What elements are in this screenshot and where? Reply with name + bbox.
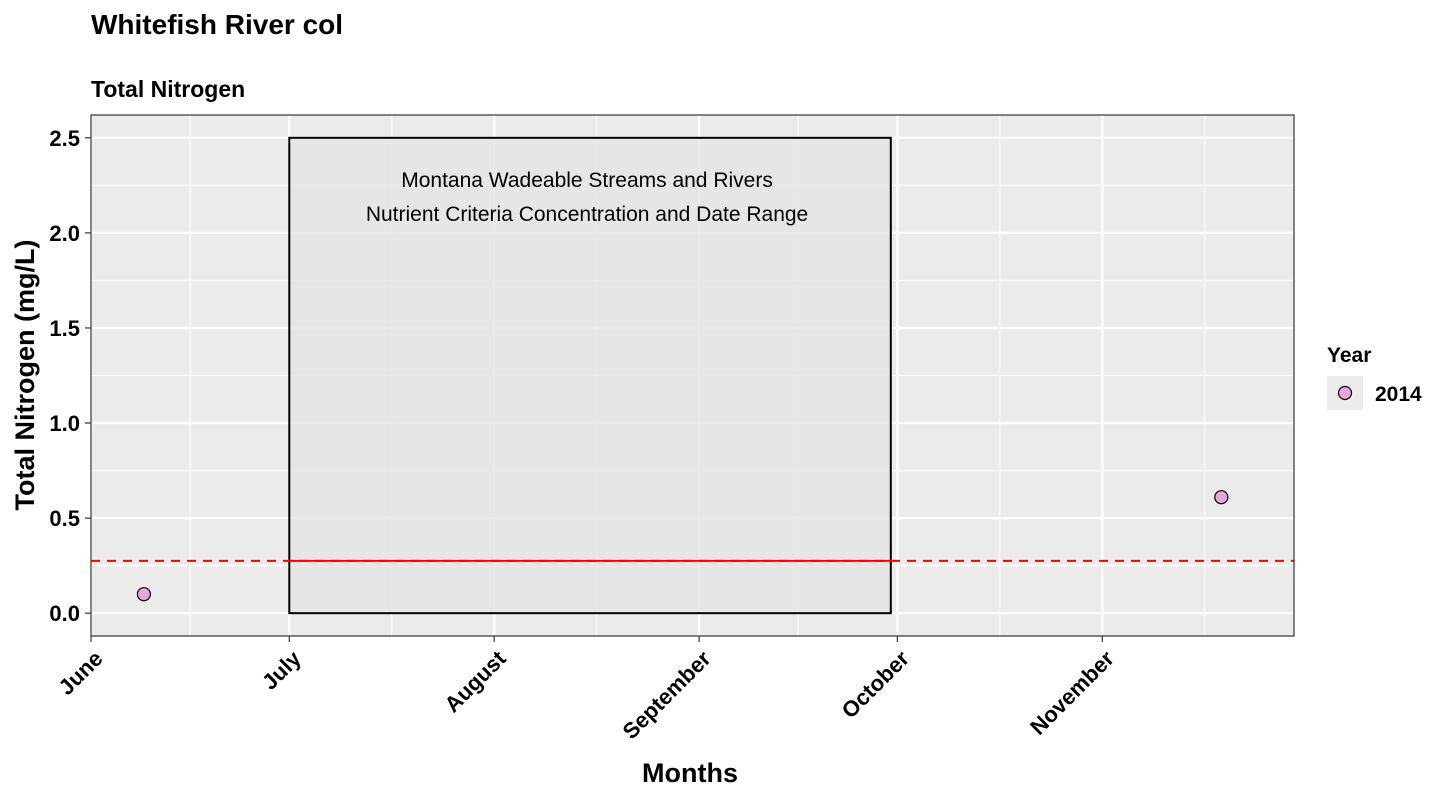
legend: Year 2014 xyxy=(1327,344,1422,410)
chart-title: Whitefish River col xyxy=(91,9,343,40)
plot-border xyxy=(90,114,1295,637)
y-tick-label: 0.0 xyxy=(49,601,80,626)
y-tick-label: 1.5 xyxy=(49,316,80,341)
criteria-box xyxy=(288,136,892,615)
y-tick-label: 1.0 xyxy=(49,411,80,436)
legend-label-2014: 2014 xyxy=(1375,383,1422,406)
x-tick-label: August xyxy=(439,645,511,717)
y-axis: 0.0 0.5 1.0 1.5 2.0 2.5 xyxy=(49,126,91,626)
x-tick-label: September xyxy=(618,646,716,744)
y-tick-label: 2.5 xyxy=(49,126,80,151)
y-tick-label: 2.0 xyxy=(49,221,80,246)
data-points xyxy=(136,490,1229,602)
legend-marker xyxy=(1337,385,1353,401)
x-tick-label: June xyxy=(54,646,108,700)
chart-subtitle: Total Nitrogen xyxy=(91,76,245,102)
x-axis-title: Months xyxy=(642,758,738,788)
criteria-annotation-line-1: Montana Wadeable Streams and Rivers xyxy=(401,169,773,192)
x-tick-label: October xyxy=(837,646,915,724)
x-tick-label: November xyxy=(1025,646,1119,740)
criteria-annotation-line-2: Nutrient Criteria Concentration and Date… xyxy=(366,203,808,226)
y-tick-label: 0.5 xyxy=(49,506,80,531)
y-axis-title: Total Nitrogen (mg/L) xyxy=(10,240,40,511)
data-point xyxy=(1214,490,1229,505)
legend-title: Year xyxy=(1327,344,1371,367)
x-axis: June July August September October November xyxy=(54,636,1119,744)
data-point xyxy=(136,587,151,602)
x-tick-label: July xyxy=(257,645,306,694)
